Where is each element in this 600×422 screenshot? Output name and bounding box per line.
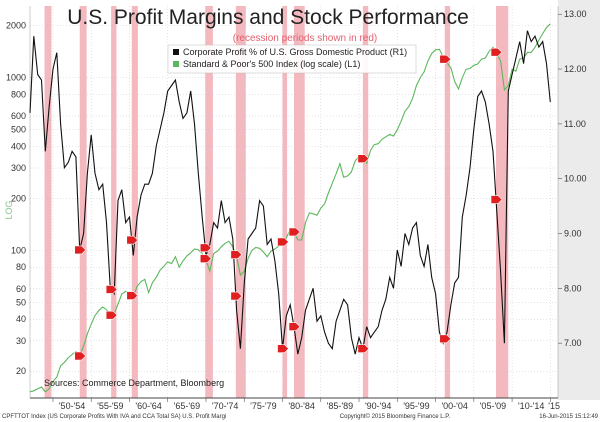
left-tick-label: 30 — [16, 336, 26, 346]
recession-marker-sp500 — [199, 254, 212, 264]
x-tick-label: '90-'94 — [365, 401, 391, 411]
recession-band — [235, 6, 246, 398]
recession-marker-profit — [74, 245, 87, 255]
recession-marker-profit — [277, 344, 289, 353]
sources-note: Sources: Commerce Department, Bloomberg — [44, 378, 224, 388]
x-tick-label: '60-'64 — [135, 401, 161, 411]
x-axis-ticks: '50-'54 '55-'59 '60-'64 '65-'69 '70-'74 '75-'… — [52, 398, 560, 411]
recession-band — [131, 6, 138, 398]
recession-band — [444, 6, 451, 398]
legend: Corporate Profit % of U.S. Gross Domesti… — [167, 44, 417, 74]
x-tick-label: '15 — [548, 401, 560, 411]
grid — [30, 6, 558, 398]
x-tick-label: '10-'14 — [518, 401, 544, 411]
recession-marker-profit — [490, 195, 503, 204]
recession-band — [205, 6, 213, 398]
right-tick-label: 9.00 — [564, 229, 582, 239]
x-tick-label: '05-'09 — [480, 401, 506, 411]
x-tick-label: '55-'59 — [97, 401, 123, 411]
recession-marker-profit — [230, 291, 243, 301]
legend-label-profit: Corporate Profit % of U.S. Gross Domesti… — [183, 47, 407, 57]
legend-box — [167, 44, 417, 74]
x-tick-label: '70-'74 — [212, 401, 238, 411]
left-tick-label: 80 — [16, 262, 26, 272]
chart-title: U.S. Profit Margins and Stock Performanc… — [67, 6, 469, 29]
x-tick-label: '50-'54 — [59, 401, 85, 411]
recession-marker-sp500 — [490, 47, 503, 57]
left-tick-label: 200 — [11, 193, 26, 203]
recession-marker-sp500 — [288, 227, 301, 237]
footer-right: 16-Jun-2015 15:12:49 — [539, 414, 598, 420]
left-tick-label: 100 — [11, 245, 26, 255]
x-tick-label: '00-'04 — [441, 401, 467, 411]
x-tick-label: '85-'89 — [327, 401, 353, 411]
right-tick-label: 8.00 — [564, 283, 582, 293]
recession-marker-sp500 — [74, 351, 87, 361]
footer-center: Copyright© 2015 Bloomberg Finance L.P. — [340, 413, 451, 420]
recession-band — [294, 6, 305, 398]
recession-bands — [44, 6, 509, 398]
right-tick-label: 10.00 — [564, 174, 587, 184]
right-axis-ticks: 13.00 12.00 11.00 10.00 9.00 8.00 7.00 — [558, 9, 587, 348]
recession-marker-profit — [439, 334, 452, 344]
right-tick-label: 13.00 — [564, 9, 587, 19]
right-tick-label: 11.00 — [564, 119, 586, 129]
recession-marker-sp500 — [277, 237, 289, 247]
recession-band — [362, 6, 369, 398]
recession-marker-profit — [105, 285, 118, 294]
recession-marker-sp500 — [126, 291, 139, 300]
x-tick-label: '75-'79 — [250, 401, 276, 411]
recession-band — [111, 6, 117, 398]
x-tick-label: '80-'84 — [288, 401, 314, 411]
recession-markers — [74, 47, 503, 361]
right-axis-panel — [558, 0, 600, 400]
left-tick-label: 40 — [16, 314, 26, 324]
left-tick-label: 20 — [16, 366, 26, 376]
chart-subtitle: (recession periods shown in red) — [233, 33, 378, 44]
recession-marker-sp500 — [357, 154, 370, 163]
left-tick-label: 1000 — [6, 73, 26, 83]
right-tick-label: 7.00 — [564, 338, 582, 348]
legend-label-sp500: Standard & Poor's 500 Index (log scale) … — [183, 59, 360, 69]
right-tick-label: 12.00 — [564, 64, 587, 74]
recession-marker-profit — [288, 322, 301, 332]
left-tick-label: 800 — [11, 89, 26, 99]
legend-swatch-sp500 — [173, 61, 179, 67]
left-tick-label: 50 — [16, 297, 26, 307]
recession-band — [282, 6, 288, 398]
left-tick-label: 60 — [16, 284, 26, 294]
recession-marker-sp500 — [230, 250, 243, 259]
legend-swatch-profit — [173, 49, 179, 55]
left-tick-label: 300 — [11, 163, 26, 173]
x-tick-label: '65-'69 — [174, 401, 200, 411]
footer-left: CPFTTOT Index (US Corporate Profits With… — [2, 414, 226, 420]
left-axis-label: LOG — [4, 200, 14, 219]
recession-marker-profit — [357, 344, 370, 353]
left-tick-label: 600 — [11, 111, 26, 121]
recession-band — [44, 6, 52, 398]
recession-marker-profit — [126, 235, 139, 245]
recession-marker-profit — [199, 243, 212, 253]
profit-margin-series-line — [29, 30, 551, 355]
recession-band — [79, 6, 87, 398]
left-tick-label: 500 — [11, 125, 26, 135]
recession-marker-sp500 — [105, 310, 118, 320]
recession-marker-sp500 — [439, 54, 452, 64]
left-axis-ticks: 2000 1000 800 600 500 400 300 200 100 80 60 50 40 30 2… — [6, 21, 26, 377]
left-tick-label: 400 — [11, 141, 26, 151]
x-tick-label: '95-'99 — [403, 401, 429, 411]
left-tick-label: 2000 — [6, 21, 26, 31]
